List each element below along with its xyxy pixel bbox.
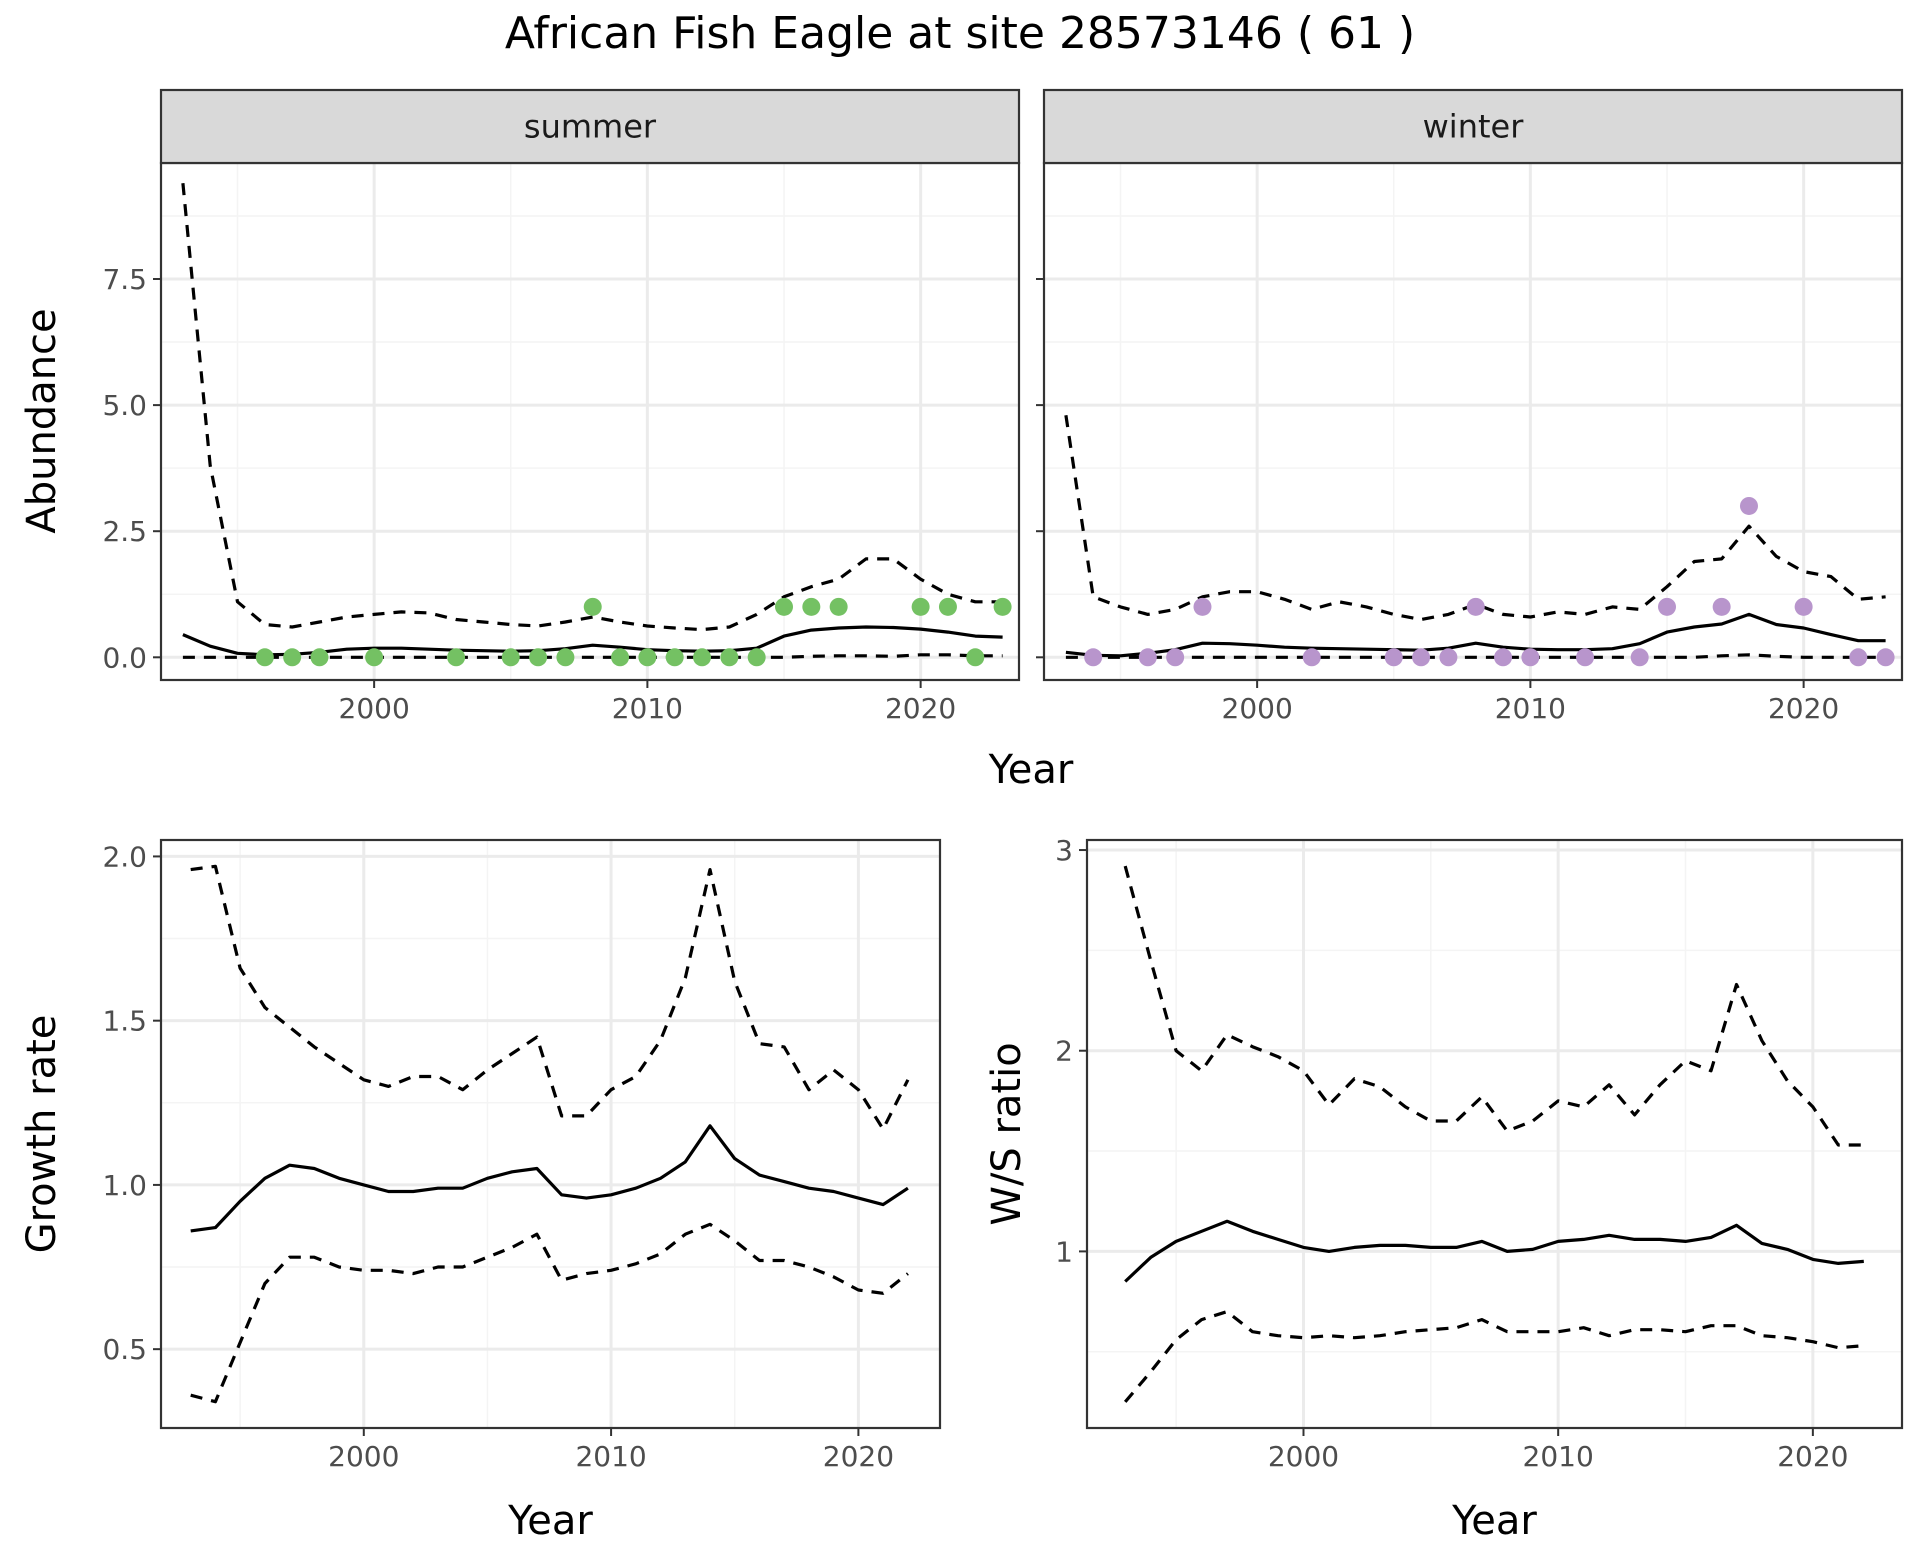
- x-tick-label: 2020: [1768, 692, 1839, 725]
- x-tick-label: 2000: [1268, 1440, 1339, 1473]
- observation-point: [993, 597, 1012, 616]
- y-tick-label: 2.0: [102, 840, 147, 873]
- y-tick-label: 1: [1055, 1235, 1073, 1268]
- observation-point: [966, 648, 985, 667]
- lower-interval-line: [190, 1222, 909, 1404]
- upper-interval-line: [181, 183, 1003, 632]
- lower-interval-line: [1065, 653, 1886, 659]
- observation-point: [802, 597, 821, 616]
- observation-point: [1521, 648, 1540, 667]
- growth-y-axis-title: Growth rate: [19, 1015, 65, 1254]
- x-tick-label: 2020: [885, 692, 956, 725]
- observation-point: [1084, 648, 1103, 667]
- y-tick-label: 3: [1055, 834, 1073, 867]
- abundance-panel-winter: 2000 2010 2020 winter: [1036, 88, 1904, 725]
- observation-point: [1876, 648, 1895, 667]
- estimate-line: [1065, 612, 1886, 658]
- observation-point: [1712, 597, 1731, 616]
- observation-point: [911, 597, 930, 616]
- observation-point: [693, 648, 712, 667]
- observation-point: [501, 648, 520, 667]
- observation-point: [283, 648, 302, 667]
- abundance-panel-summer: 2000 2010 2020 0.0 2.5 5.0 7.5 summer: [102, 88, 1021, 725]
- observation-point: [1576, 648, 1595, 667]
- facet-strip: [159, 88, 1021, 165]
- panel-border: [159, 838, 942, 1430]
- observation-point: [1412, 648, 1431, 667]
- panel-background: [161, 840, 940, 1428]
- y-tick-label: 0.5: [102, 1333, 147, 1366]
- x-tick-label: 2010: [1523, 1440, 1594, 1473]
- ws-ratio-panel: 2000 2010 2020 1 2 3: [1055, 834, 1904, 1473]
- ws-y-axis-title: W/S ratio: [984, 1042, 1030, 1225]
- observation-point: [1466, 597, 1485, 616]
- observation-point: [638, 648, 657, 667]
- panel-background: [1087, 840, 1902, 1428]
- observation-point: [1302, 648, 1321, 667]
- x-tick-label: 2010: [575, 1440, 646, 1473]
- observation-point: [556, 648, 575, 667]
- observation-point: [255, 648, 274, 667]
- ws-x-axis-title: Year: [1451, 1498, 1537, 1544]
- observation-point: [775, 597, 794, 616]
- observation-point: [1439, 648, 1458, 667]
- growth-x-axis-title: Year: [507, 1498, 593, 1544]
- observation-point: [665, 648, 684, 667]
- observation-point: [529, 648, 548, 667]
- upper-interval-line: [190, 864, 910, 1131]
- facet-strip: [1042, 88, 1904, 165]
- observation-point: [1849, 648, 1868, 667]
- x-tick-label: 2020: [1777, 1440, 1848, 1473]
- x-tick-label: 2010: [1495, 692, 1566, 725]
- estimate-line: [190, 1124, 909, 1233]
- observation-point: [1658, 597, 1677, 616]
- y-tick-label: 1.5: [102, 1005, 147, 1038]
- growth-rate-panel: 2000 2010 2020 0.5 1.0 1.5 2.0: [102, 838, 942, 1473]
- observation-point: [829, 597, 848, 616]
- abundance-x-axis-title: Year: [988, 747, 1074, 793]
- y-tick-label: 5.0: [102, 389, 147, 422]
- observation-point: [720, 648, 739, 667]
- observation-point: [747, 648, 766, 667]
- x-tick-label: 2000: [1222, 692, 1293, 725]
- estimate-line: [1124, 1219, 1864, 1283]
- panel-border: [1085, 838, 1904, 1430]
- y-tick-label: 1.0: [102, 1169, 147, 1202]
- observation-point: [310, 648, 329, 667]
- y-tick-label: 2: [1055, 1035, 1073, 1068]
- observation-point: [938, 597, 957, 616]
- observation-point: [447, 648, 466, 667]
- observation-point: [1794, 597, 1813, 616]
- observation-point: [1739, 496, 1758, 515]
- x-tick-label: 2000: [339, 692, 410, 725]
- facet-strip-label: summer: [524, 108, 657, 146]
- x-tick-label: 2000: [328, 1440, 399, 1473]
- y-tick-label: 0.0: [102, 641, 147, 674]
- figure-title: African Fish Eagle at site 28573146 ( 61…: [505, 8, 1415, 59]
- upper-interval-line: [1064, 414, 1886, 622]
- observation-point: [1630, 648, 1649, 667]
- x-tick-label: 2010: [612, 692, 683, 725]
- observation-point: [1138, 648, 1157, 667]
- x-tick-label: 2020: [823, 1440, 894, 1473]
- observation-point: [1166, 648, 1185, 667]
- observation-point: [1494, 648, 1513, 667]
- y-tick-label: 2.5: [102, 515, 147, 548]
- observation-point: [583, 597, 602, 616]
- observation-point: [365, 648, 384, 667]
- facet-strip-label: winter: [1423, 108, 1525, 146]
- observation-point: [611, 648, 630, 667]
- observation-point: [1193, 597, 1212, 616]
- observation-point: [1384, 648, 1403, 667]
- y-tick-label: 7.5: [102, 263, 147, 296]
- abundance-y-axis-title: Abundance: [19, 308, 65, 533]
